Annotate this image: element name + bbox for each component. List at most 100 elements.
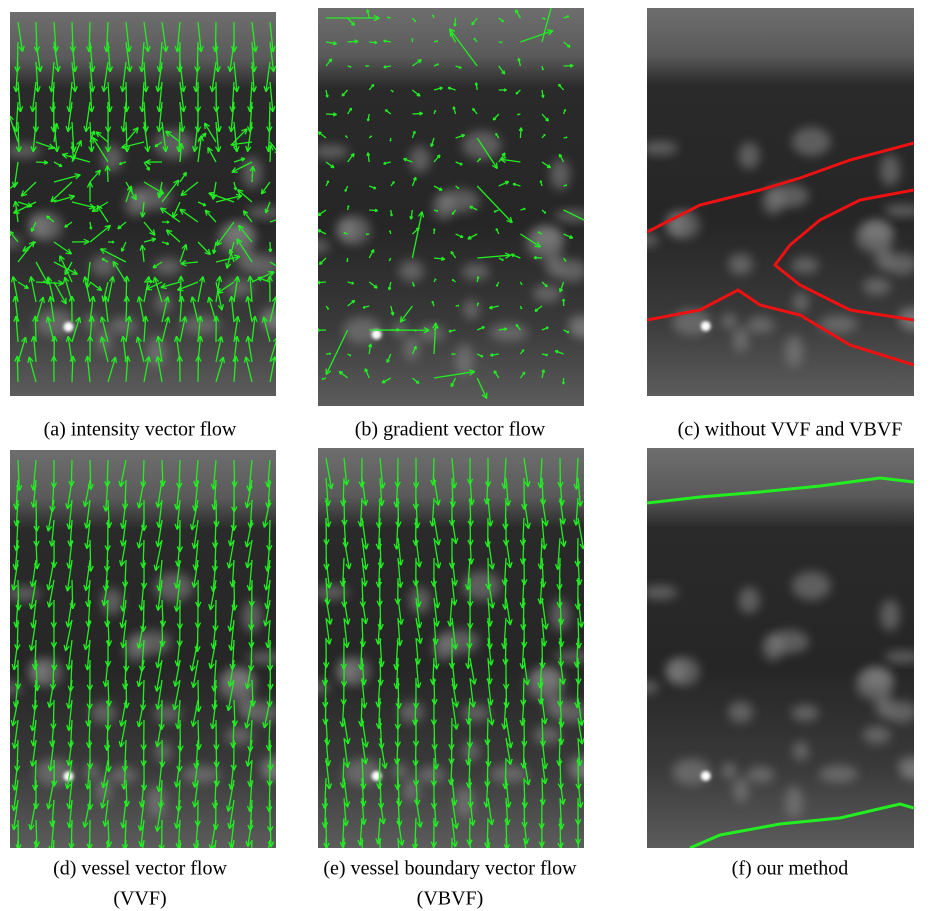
flow-arrow <box>467 697 471 725</box>
arrow-head <box>141 244 146 251</box>
flow-arrow <box>361 617 364 647</box>
arrow-head <box>546 29 554 32</box>
arrow-head <box>90 565 94 572</box>
arrow-head <box>120 335 124 343</box>
arrow-head <box>322 701 326 708</box>
arrow-head <box>318 282 321 285</box>
flow-arrow <box>71 61 76 92</box>
arrow-head <box>86 181 91 188</box>
flow-arrow <box>143 61 147 92</box>
arrow-head <box>35 803 40 810</box>
arrow-head <box>65 252 72 255</box>
arrow-head <box>381 661 385 668</box>
flow-arrow <box>215 276 221 303</box>
arrow-head <box>152 277 156 284</box>
arrow-head <box>434 562 440 569</box>
arrow-head <box>523 740 528 747</box>
arrow-head <box>543 369 546 373</box>
arrow-head <box>142 625 147 632</box>
flow-arrow <box>325 457 333 490</box>
arrow-head <box>14 295 19 302</box>
flow-arrow <box>88 21 91 53</box>
arrow-head <box>191 542 195 549</box>
arrow-head <box>327 483 333 490</box>
flow-arrow <box>450 757 453 785</box>
arrow-head <box>104 621 108 628</box>
arrow-head <box>136 542 140 549</box>
arrow-head <box>32 146 37 153</box>
arrow-head <box>137 825 141 832</box>
arrow-head <box>344 619 349 625</box>
arrow-head <box>485 583 490 590</box>
arrow-head <box>51 335 56 342</box>
flow-arrow <box>477 254 511 259</box>
flow-arrow <box>469 677 475 708</box>
flow-arrow <box>177 539 181 567</box>
arrow-head <box>464 584 469 591</box>
arrow-head <box>30 603 36 610</box>
flow-arrow <box>16 355 19 383</box>
flow-arrow <box>228 539 235 569</box>
arrow-head <box>175 781 181 788</box>
arrow-head <box>20 190 25 197</box>
arrow-head <box>575 783 580 790</box>
arrow-head <box>510 742 514 749</box>
arrow-head <box>207 248 211 255</box>
arrow-head <box>574 702 578 709</box>
flow-arrow <box>49 296 55 323</box>
flow-arrow <box>107 41 111 72</box>
arrow-head <box>557 481 561 488</box>
cell <box>259 756 276 776</box>
flow-arrow <box>379 657 382 686</box>
arrow-head <box>100 802 103 809</box>
arrow-head <box>64 782 68 790</box>
flow-arrow <box>263 499 271 528</box>
flow-arrow <box>215 194 243 203</box>
arrow-head <box>67 335 73 342</box>
arrow-head <box>318 212 321 216</box>
flow-arrow <box>541 597 547 630</box>
arrow-head <box>490 699 494 706</box>
arrow-head <box>211 504 215 511</box>
flow-arrow <box>368 249 375 259</box>
arrow-head <box>47 147 54 150</box>
flow-arrow <box>520 30 554 43</box>
cell <box>154 129 194 159</box>
arrow-head <box>176 355 181 362</box>
flow-arrow <box>161 619 164 647</box>
flow-arrow <box>541 757 546 785</box>
arrow-head <box>156 686 161 692</box>
arrow-head <box>13 545 17 552</box>
arrow-head <box>221 304 224 311</box>
flow-arrow <box>347 40 359 43</box>
flow-arrow <box>158 101 163 132</box>
arrow-head <box>495 132 498 135</box>
arrow-head <box>265 86 270 93</box>
arrow-head <box>198 706 202 713</box>
arrow-head <box>156 356 162 362</box>
arrow-head <box>200 45 204 53</box>
arrow-head <box>48 86 53 93</box>
arrow-head <box>263 722 269 729</box>
image-panel <box>318 448 584 848</box>
flow-arrow <box>476 185 513 224</box>
bright-spot <box>63 321 74 332</box>
flow-arrow <box>121 141 145 149</box>
arrow-head <box>441 258 446 262</box>
cell <box>28 660 49 684</box>
flow-arrow <box>343 457 348 486</box>
arrow-head <box>18 46 24 53</box>
flow-arrow <box>193 121 199 152</box>
arrow-head <box>66 562 70 569</box>
arrow-head <box>233 335 238 342</box>
arrow-head <box>502 523 506 530</box>
arrow-head <box>193 801 199 808</box>
arrow-head <box>232 355 237 362</box>
cell <box>10 235 22 249</box>
arrow-head <box>162 46 167 53</box>
arrow-head <box>173 822 178 829</box>
captions: (a) intensity vector flow (b) gradient ve… <box>44 419 903 910</box>
arrow-head <box>92 295 96 303</box>
flow-arrow <box>212 559 217 592</box>
flow-arrow <box>71 41 76 72</box>
